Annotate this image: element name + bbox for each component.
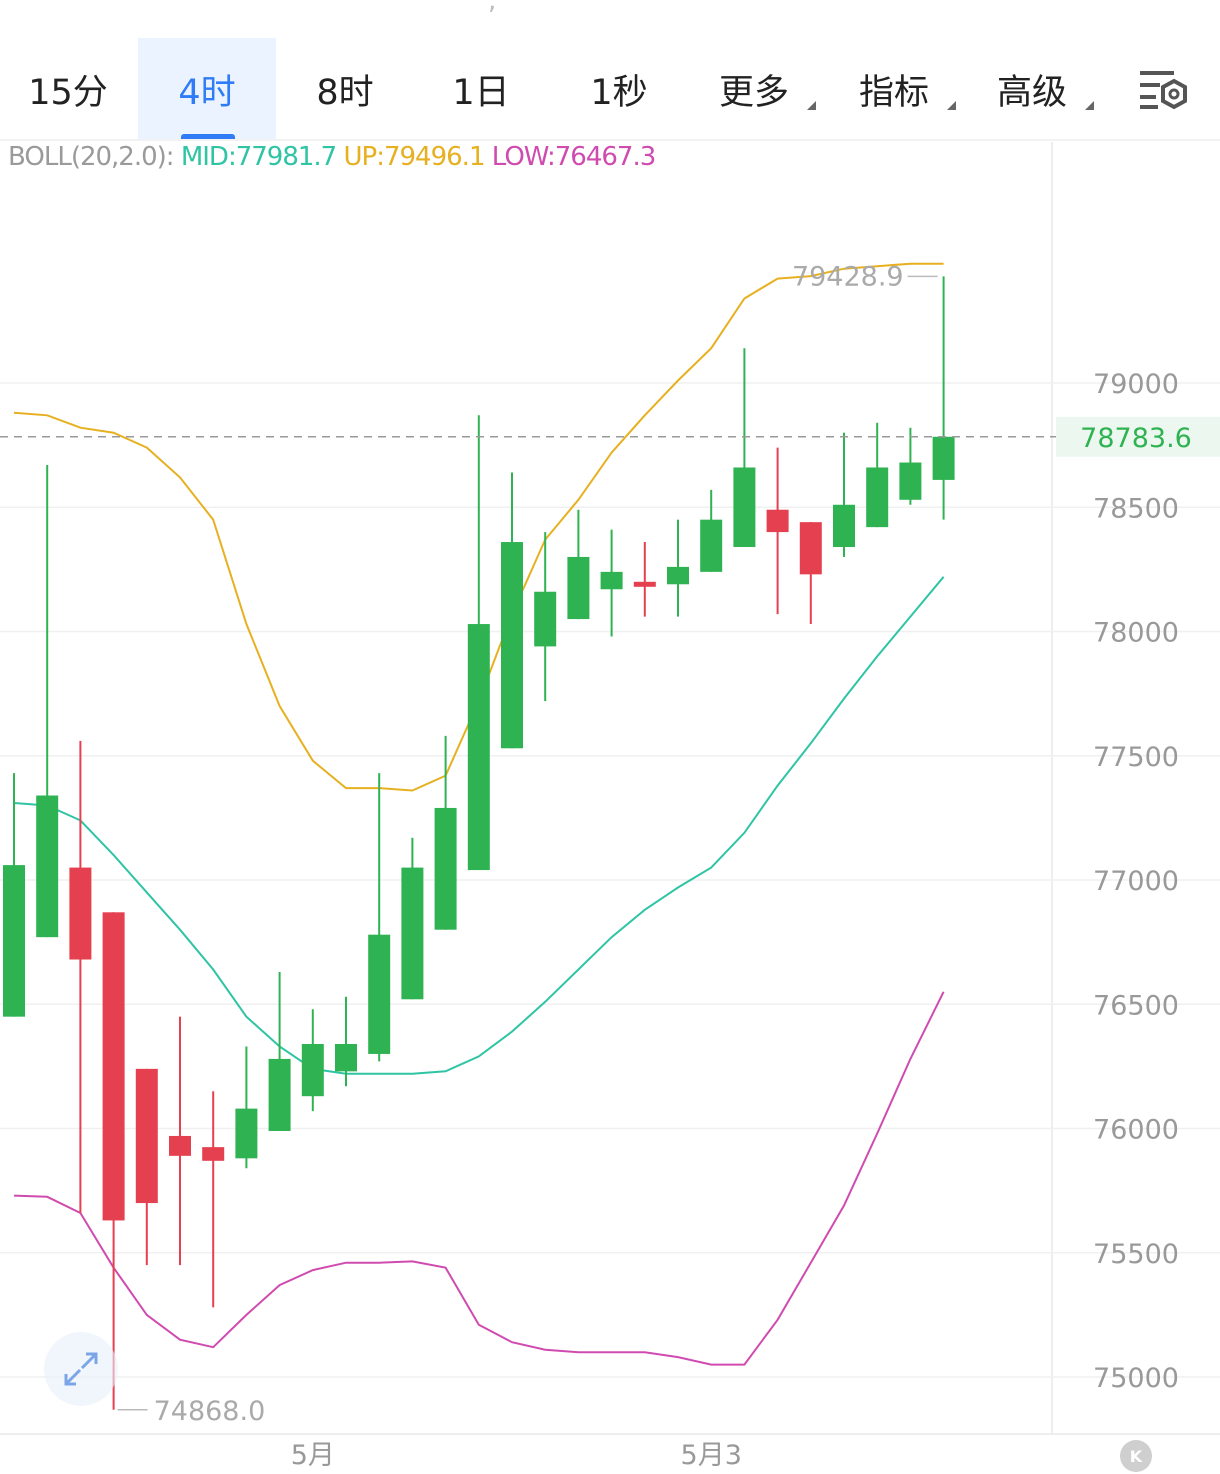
candle-body	[69, 867, 92, 960]
candle-body	[434, 807, 457, 930]
boll-low-value: LOW:76467.3	[491, 142, 656, 172]
tab-8-hours[interactable]: 8时	[276, 38, 414, 140]
dropdown-corner-icon	[807, 101, 816, 110]
candle-body	[268, 1058, 291, 1131]
boll-low-line	[13, 991, 945, 1366]
candle-body	[733, 467, 756, 548]
expand-arrows-icon	[64, 1352, 98, 1386]
tab-indicators-dropdown[interactable]: 指标	[830, 38, 958, 140]
candle-body	[135, 1068, 158, 1204]
candle-body	[899, 462, 922, 500]
tab-label: 4时	[178, 72, 236, 113]
top-text-fragment: ,	[488, 0, 497, 16]
boll-mid-line	[13, 576, 945, 1075]
tab-label: 指标	[858, 72, 929, 113]
y-tick-label: 75000	[1093, 1363, 1179, 1394]
tab-advanced-dropdown[interactable]: 高级	[968, 38, 1096, 140]
candle-body	[467, 624, 490, 871]
candle-body	[667, 566, 689, 585]
tab-4-hours[interactable]: 4时	[138, 38, 276, 140]
tab-label: 更多	[718, 72, 789, 113]
fullscreen-expand-button[interactable]	[44, 1332, 118, 1406]
candle-body	[766, 509, 789, 533]
candle-body	[600, 571, 623, 590]
chart-settings-icon	[1140, 71, 1187, 110]
current-price-label: 78783.6	[1080, 423, 1192, 454]
tab-label: 8时	[316, 72, 374, 113]
candle-body	[36, 795, 59, 938]
candle-body	[202, 1147, 225, 1161]
tab-label: 15分	[28, 72, 108, 113]
candle-body	[401, 867, 424, 1000]
high-price-label: 79428.9	[792, 261, 904, 292]
y-tick-label: 78000	[1093, 618, 1179, 649]
x-tick-label: 5月3	[681, 1440, 742, 1471]
y-tick-label: 77500	[1093, 742, 1179, 773]
y-tick-label: 79000	[1093, 369, 1179, 400]
timeframe-tab-bar: 15分 4时 8时 1日 1秒 更多 指标 高级	[0, 38, 1220, 140]
y-tick-label: 78500	[1093, 493, 1179, 524]
candle-body	[102, 912, 125, 1221]
low-price-label: 74868.0	[154, 1396, 266, 1427]
tab-label: 1日	[452, 72, 510, 113]
active-tab-indicator	[181, 134, 235, 140]
current-price-tag	[1056, 416, 1220, 457]
boll-up-value: UP:79496.1	[343, 142, 486, 172]
tab-more-dropdown[interactable]: 更多	[690, 38, 818, 140]
tab-15-minutes[interactable]: 15分	[0, 38, 136, 140]
x-tick-label: 5月	[291, 1440, 335, 1471]
candle-body	[235, 1108, 258, 1159]
tab-label: 1秒	[590, 72, 648, 113]
boll-indicator-name: BOLL(20,2.0):	[8, 142, 175, 172]
candle-body	[700, 519, 723, 572]
candle-body	[567, 556, 590, 620]
dropdown-corner-icon	[1085, 101, 1094, 110]
candle-body	[3, 865, 25, 1017]
boll-indicator-readout: BOLL(20,2.0): MID:77981.7 UP:79496.1 LOW…	[8, 142, 656, 172]
candle-body	[368, 934, 391, 1054]
candle-body	[335, 1044, 357, 1072]
y-tick-label: 76500	[1093, 990, 1179, 1021]
y-tick-label: 75500	[1093, 1239, 1179, 1270]
tab-1-second[interactable]: 1秒	[550, 38, 688, 140]
y-tick-label: 76000	[1093, 1115, 1179, 1146]
dropdown-corner-icon	[947, 101, 956, 110]
candle-body	[799, 522, 822, 575]
candle-body	[169, 1135, 191, 1156]
candle-body	[301, 1044, 324, 1097]
candle-body	[866, 467, 889, 528]
candle-body	[534, 591, 557, 647]
tab-label: 高级	[996, 72, 1067, 113]
y-tick-label: 77000	[1093, 866, 1179, 897]
k-logo-badge: K	[1120, 1440, 1152, 1472]
chart-settings-button[interactable]	[1124, 38, 1204, 140]
boll-mid-value: MID:77981.7	[180, 142, 337, 172]
candle-body	[932, 436, 955, 480]
candle-body	[501, 542, 523, 749]
candle-body	[833, 504, 855, 548]
candle-body	[633, 581, 656, 587]
tab-1-day[interactable]: 1日	[414, 38, 548, 140]
